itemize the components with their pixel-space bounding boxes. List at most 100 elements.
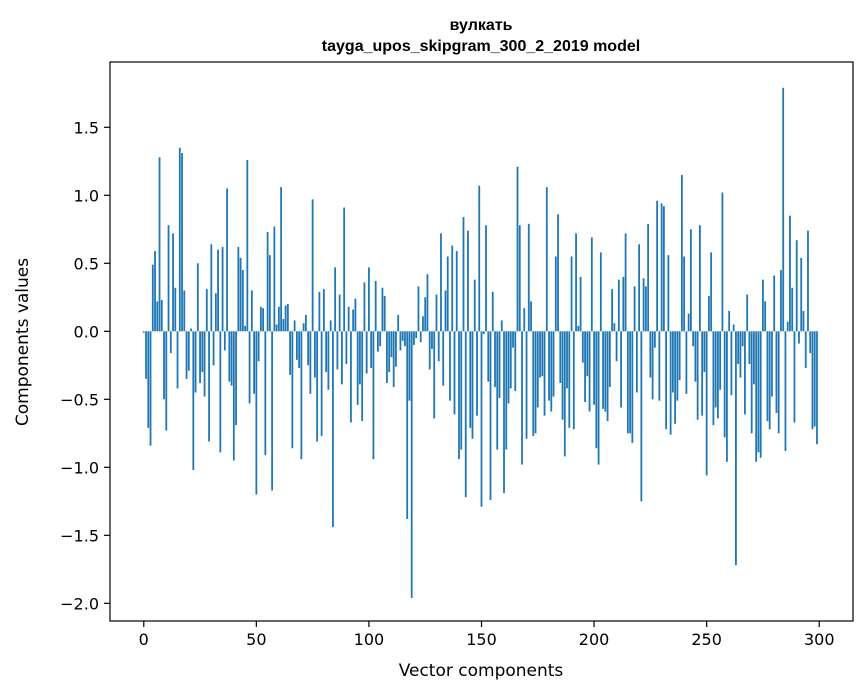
- bar: [730, 331, 733, 396]
- bar: [160, 300, 163, 332]
- bar: [404, 331, 406, 347]
- bar: [717, 331, 719, 419]
- chart-title-line-2: tayga_upos_skipgram_300_2_2019 model: [322, 38, 640, 55]
- bar: [755, 331, 758, 462]
- bar: [683, 256, 686, 332]
- bar: [359, 331, 361, 385]
- bar: [509, 331, 512, 389]
- bar: [410, 331, 413, 598]
- bar: [680, 174, 683, 332]
- bar: [329, 320, 332, 332]
- bar: [341, 331, 343, 385]
- bar: [577, 325, 580, 332]
- bar: [356, 331, 359, 405]
- bar: [214, 293, 217, 332]
- bar: [748, 331, 751, 364]
- bar: [545, 187, 548, 332]
- bar: [789, 215, 791, 332]
- bar: [699, 225, 701, 332]
- y-tick-label: −0.5: [60, 390, 99, 409]
- bar: [332, 331, 334, 528]
- bar: [298, 331, 301, 369]
- bar: [471, 331, 474, 439]
- x-tick-label: 300: [804, 630, 835, 649]
- bar: [372, 331, 375, 460]
- bar: [554, 256, 557, 332]
- bar: [489, 331, 492, 500]
- x-tick-label: 200: [579, 630, 610, 649]
- bar: [550, 331, 553, 412]
- bar: [662, 206, 665, 332]
- bar: [377, 331, 379, 352]
- bar: [386, 331, 388, 383]
- bar: [408, 331, 411, 401]
- bar: [631, 331, 634, 443]
- bar: [230, 331, 233, 386]
- bar: [395, 331, 397, 367]
- bar: [568, 331, 571, 428]
- bar: [241, 270, 244, 332]
- bar: [354, 298, 357, 332]
- bar: [469, 331, 472, 428]
- bar: [464, 331, 467, 498]
- bar: [669, 331, 672, 435]
- bar: [780, 270, 782, 332]
- bar: [244, 325, 246, 332]
- x-axis-ticks: 0 50 100 150 200 250 300: [139, 621, 835, 649]
- bar: [798, 331, 800, 344]
- bar: [735, 331, 737, 566]
- bar: [548, 331, 550, 401]
- bar: [768, 331, 771, 430]
- bar: [428, 331, 431, 370]
- x-axis-label: Vector components: [399, 661, 564, 681]
- bar: [512, 331, 514, 348]
- bar: [728, 310, 731, 332]
- bar: [640, 331, 643, 502]
- bar: [284, 305, 287, 332]
- bar: [771, 331, 773, 397]
- bar: [732, 324, 735, 332]
- bar: [552, 331, 555, 397]
- bar: [417, 286, 420, 332]
- bar: [453, 331, 456, 415]
- bar: [516, 166, 519, 332]
- bar: [415, 331, 418, 339]
- bar: [498, 331, 501, 398]
- bar: [435, 294, 438, 332]
- bar: [253, 331, 255, 394]
- bar: [800, 257, 803, 332]
- bar: [786, 321, 789, 332]
- bar: [318, 291, 321, 332]
- bar: [413, 331, 415, 345]
- bar: [286, 304, 289, 332]
- plot-frame: [109, 61, 854, 622]
- bar: [638, 244, 641, 332]
- bar: [302, 323, 305, 332]
- bar: [739, 331, 742, 378]
- bar: [678, 331, 681, 381]
- bar: [151, 264, 154, 332]
- bar: [570, 256, 573, 332]
- bar: [268, 255, 271, 332]
- bar: [145, 331, 147, 379]
- bar: [651, 331, 654, 400]
- bar: [422, 316, 424, 332]
- bar: [714, 331, 717, 408]
- bar: [212, 331, 215, 366]
- y-axis-ticks: −2.0 −1.5 −1.0 −0.5 0.0 0.5 1.0 1.5: [60, 118, 110, 613]
- bar: [642, 278, 645, 332]
- bar: [764, 301, 767, 332]
- bar: [604, 331, 607, 412]
- bar: [514, 331, 517, 392]
- bar: [352, 309, 355, 332]
- bar: [741, 331, 744, 347]
- bar: [388, 331, 391, 373]
- bar: [671, 331, 674, 393]
- bar: [187, 331, 190, 371]
- bar: [581, 331, 584, 363]
- bar: [381, 287, 384, 332]
- bar: [334, 267, 337, 332]
- bar: [226, 188, 228, 332]
- bar: [532, 331, 535, 437]
- bar: [174, 287, 177, 332]
